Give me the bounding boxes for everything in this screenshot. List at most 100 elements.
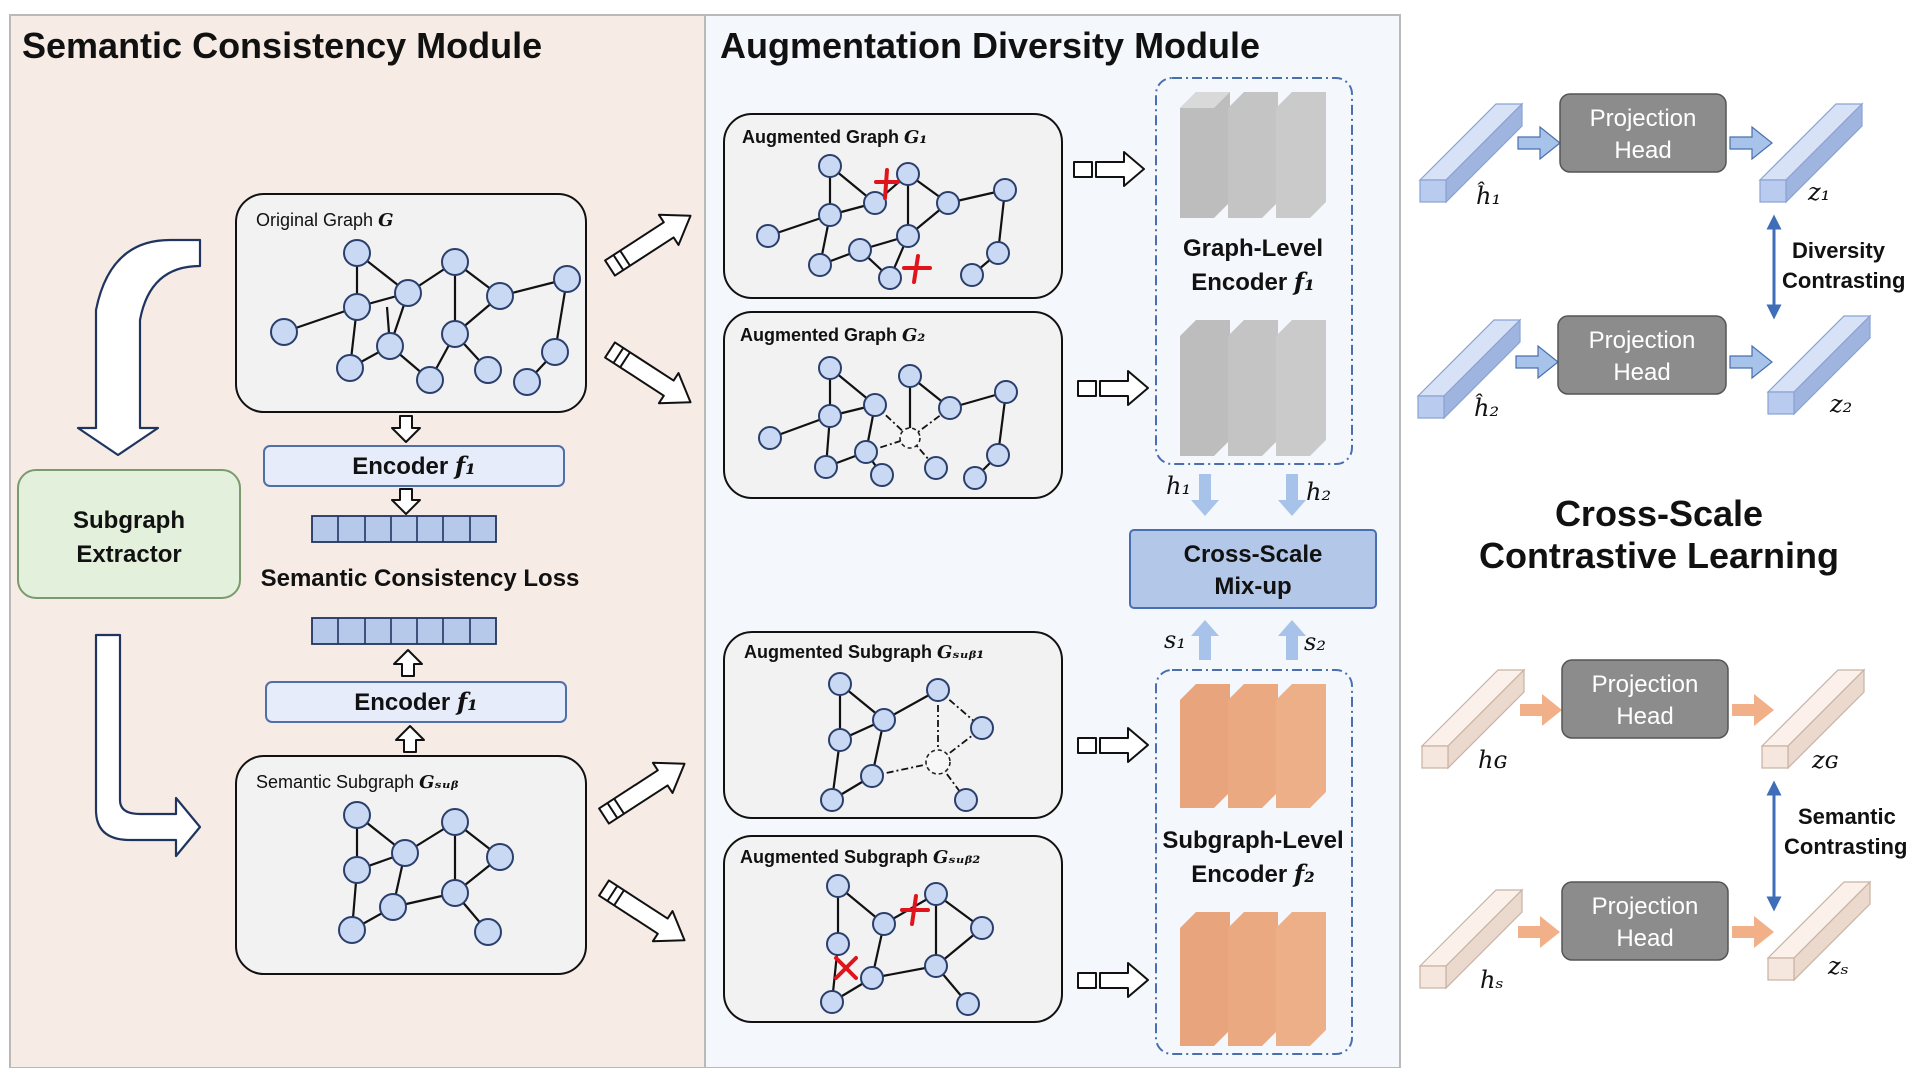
- subgraph-to-encoder-arrow: [395, 725, 425, 753]
- augmented-graph-1-label: Augmented Graph G₁: [742, 127, 927, 148]
- projection-head-3: [1561, 659, 1729, 739]
- embedding-vector-bottom: [311, 617, 497, 645]
- zS-arrow: [1732, 916, 1774, 948]
- contrastive-title-1: Cross-Scale: [1555, 493, 1763, 534]
- hG-label: hɢ: [1478, 746, 1507, 774]
- encoder-bottom-label: Encoder f₁: [354, 687, 478, 716]
- original-graph: [270, 239, 581, 396]
- mixup-label-2: Mix-up: [1214, 573, 1291, 600]
- semantic-label-2: Contrasting: [1784, 834, 1907, 859]
- subgraph-encoder-label-2: Encoder f₂: [1191, 859, 1315, 888]
- semantic-label-1: Semantic: [1798, 804, 1896, 829]
- projection-head-3-label-2: Head: [1616, 703, 1673, 730]
- s2-label: s₂: [1304, 628, 1326, 656]
- projection-head-2-label-1: Projection: [1589, 327, 1696, 354]
- augmented-graph-1: [756, 154, 1017, 290]
- augmented-graph-2: [758, 356, 1018, 490]
- projection-head-4-label-2: Head: [1616, 925, 1673, 952]
- subgraph-encoder-layers-bottom: [1180, 912, 1326, 1046]
- h2-arrow: [1278, 474, 1306, 516]
- cross-scale-mixup-box: [1129, 529, 1377, 609]
- h2-label: h₂: [1306, 478, 1331, 506]
- edge-drop-cross-icons-sub: [834, 894, 930, 980]
- augmented-subgraph-2-label: Augmented Subgraph Gₛᵤᵦ₂: [740, 847, 980, 868]
- augmented-subgraph-2: [820, 874, 994, 1016]
- semantic-module-title: Semantic Consistency Module: [22, 25, 542, 66]
- zS-label: zₛ: [1827, 952, 1849, 980]
- mixup-label-1: Cross-Scale: [1184, 541, 1323, 568]
- semantic-consistency-loss-label: Semantic Consistency Loss: [261, 565, 580, 592]
- z1-arrow: [1729, 125, 1773, 161]
- h1-label: h₁: [1166, 472, 1191, 500]
- encoder-to-embedding-arrow: [391, 488, 421, 515]
- diversity-label-1: Diversity: [1792, 238, 1886, 263]
- projection-head-3-label-1: Projection: [1592, 671, 1699, 698]
- hS-vector: [1418, 888, 1524, 990]
- subgraph-encoder-layers-top: [1180, 684, 1326, 808]
- encoder-top-box: [263, 445, 565, 487]
- original-graph-label: Original Graph G: [256, 210, 393, 231]
- z2-label: z₂: [1829, 390, 1852, 418]
- semantic-subgraph-label: Semantic Subgraph Gₛᵤᵦ: [256, 772, 459, 793]
- graph-encoder-layers-bottom: [1180, 320, 1326, 456]
- hG-vector: [1420, 668, 1526, 770]
- hG-arrow: [1520, 694, 1562, 726]
- z2-vector: [1766, 314, 1872, 416]
- s1-arrow: [1191, 620, 1219, 660]
- augmented-subgraph-1: [820, 672, 994, 812]
- subgraph-extractor-box: [17, 469, 241, 599]
- h1-arrow: [1191, 474, 1219, 516]
- h2-hat-label: ĥ₂: [1474, 393, 1499, 422]
- h1-hat-vector: [1418, 102, 1524, 204]
- edge-drop-cross-icons: [874, 168, 932, 284]
- projection-head-1: [1559, 93, 1727, 173]
- diversity-label-2: Contrasting: [1782, 268, 1905, 293]
- h1-hat-label: ĥ₁: [1476, 181, 1501, 210]
- augmentation-module-title: Augmentation Diversity Module: [720, 25, 1260, 66]
- augmented-graph-2-box: [723, 311, 1063, 499]
- projection-head-2-label-2: Head: [1613, 359, 1670, 386]
- augmented-subgraph-1-label: Augmented Subgraph Gₛᵤᵦ₁: [744, 642, 984, 663]
- graph-level-encoder-region: [1155, 77, 1353, 465]
- zS-vector: [1766, 880, 1872, 982]
- hS-arrow: [1518, 916, 1560, 948]
- graph-encoder-layers-top: [1180, 92, 1326, 218]
- h2-hat-vector: [1416, 318, 1522, 420]
- subgraph-extractor-label-2: Extractor: [76, 541, 181, 568]
- projection-head-4-label-1: Projection: [1592, 893, 1699, 920]
- to-subgraph-arrow: [94, 633, 202, 858]
- h1-hat-arrow: [1517, 125, 1561, 161]
- encoder-input-arrows: [1073, 151, 1149, 998]
- zG-vector: [1760, 668, 1866, 770]
- augmentation-arrows: [598, 213, 692, 943]
- z2-arrow: [1729, 344, 1773, 380]
- h2-hat-arrow: [1515, 344, 1559, 380]
- projection-head-1-label-2: Head: [1614, 137, 1671, 164]
- encoder-top-label: Encoder f₁: [352, 451, 476, 480]
- embedding-vector-top: [311, 515, 497, 543]
- z1-label: z₁: [1807, 178, 1830, 206]
- graph-encoder-label-1: Graph-Level: [1183, 235, 1323, 262]
- subgraph-encoder-label-1: Subgraph-Level: [1162, 827, 1343, 854]
- to-extractor-arrow: [76, 238, 202, 457]
- projection-head-1-label-1: Projection: [1590, 105, 1697, 132]
- projection-head-4: [1561, 881, 1729, 961]
- hS-label: hₛ: [1480, 966, 1504, 994]
- semantic-subgraph: [338, 801, 514, 946]
- encoder-bottom-to-embedding-arrow: [393, 649, 423, 677]
- s2-arrow: [1278, 620, 1306, 660]
- zG-label: zɢ: [1811, 746, 1839, 774]
- subgraph-extractor-label-1: Subgraph: [73, 507, 185, 534]
- s1-label: s₁: [1164, 626, 1186, 654]
- augmented-graph-2-label: Augmented Graph G₂: [740, 325, 925, 346]
- z1-vector: [1758, 102, 1864, 204]
- graph-encoder-label-2: Encoder f₁: [1191, 267, 1315, 296]
- contrastive-title-2: Contrastive Learning: [1479, 535, 1839, 576]
- orig-to-encoder-arrow: [391, 415, 421, 443]
- subgraph-level-encoder-region: [1155, 669, 1353, 1055]
- augmented-graph-1-box: [723, 113, 1063, 299]
- projection-head-2: [1557, 315, 1727, 395]
- encoder-bottom-box: [265, 681, 567, 723]
- zG-arrow: [1732, 694, 1774, 726]
